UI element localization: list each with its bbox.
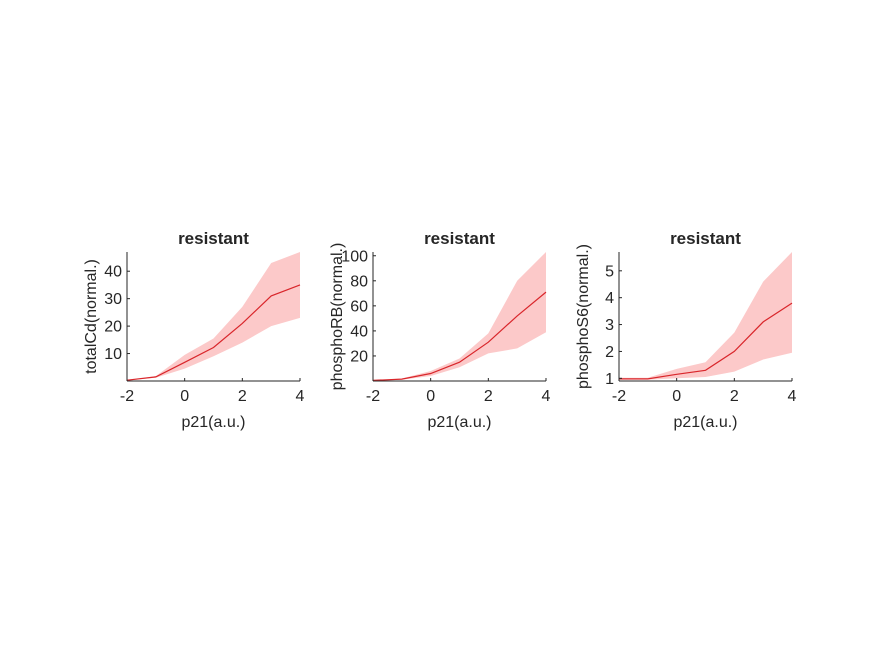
x-axis-label: p21(a.u.) — [427, 414, 491, 431]
x-tick-label: 0 — [180, 388, 189, 405]
y-tick-label: 30 — [104, 291, 122, 308]
confidence-band — [373, 252, 546, 381]
y-tick-label: 1 — [605, 371, 614, 388]
chart-title: resistant — [424, 229, 495, 248]
y-tick-label: 4 — [605, 290, 614, 307]
mean-line — [372, 291, 547, 381]
chart-title: resistant — [178, 229, 249, 248]
y-tick-label: 2 — [605, 344, 614, 361]
mean-line — [619, 302, 793, 380]
subplot-3: -2 0 2 4 1 2 3 4 5 resistant p21(a.u.) phosphoS6(no… — [575, 229, 797, 431]
y-tick-label: 60 — [350, 298, 368, 315]
x-tick-label: -2 — [120, 388, 134, 405]
y-tick-label: 40 — [350, 323, 368, 340]
confidence-band — [619, 252, 792, 380]
x-tick-label: 0 — [426, 388, 435, 405]
y-axis-label: phosphoRB(normal.) — [329, 243, 346, 391]
y-tick-label: 80 — [350, 273, 368, 290]
confidence-band — [127, 252, 300, 381]
x-tick-label: 2 — [730, 388, 739, 405]
subplot-1: -2 0 2 4 10 20 30 40 resistant p21(a.u.) totalCd(n… — [83, 229, 305, 431]
y-tick-label: 20 — [350, 348, 368, 365]
y-axis-label: phosphoS6(normal.) — [575, 244, 592, 389]
y-tick-label: 100 — [341, 248, 368, 265]
x-tick-label: -2 — [366, 388, 380, 405]
chart-title: resistant — [670, 229, 741, 248]
x-axis-label: p21(a.u.) — [673, 414, 737, 431]
x-tick-label: 4 — [542, 388, 551, 405]
x-tick-label: 2 — [238, 388, 247, 405]
x-tick-label: 4 — [296, 388, 305, 405]
x-tick-label: 0 — [672, 388, 681, 405]
x-tick-label: -2 — [612, 388, 626, 405]
y-tick-label: 5 — [605, 263, 614, 280]
x-axis-label: p21(a.u.) — [181, 414, 245, 431]
x-tick-label: 4 — [788, 388, 797, 405]
y-tick-label: 40 — [104, 264, 122, 281]
y-axis-label: totalCd(normal.) — [83, 259, 100, 374]
y-tick-label: 3 — [605, 317, 614, 334]
subplot-2: -2 0 2 4 20 40 60 80 100 resistant p21(a.u.) phosph… — [329, 229, 551, 431]
x-tick-label: 2 — [484, 388, 493, 405]
mean-line — [126, 284, 301, 381]
y-tick-label: 20 — [104, 319, 122, 336]
y-tick-label: 10 — [104, 346, 122, 363]
